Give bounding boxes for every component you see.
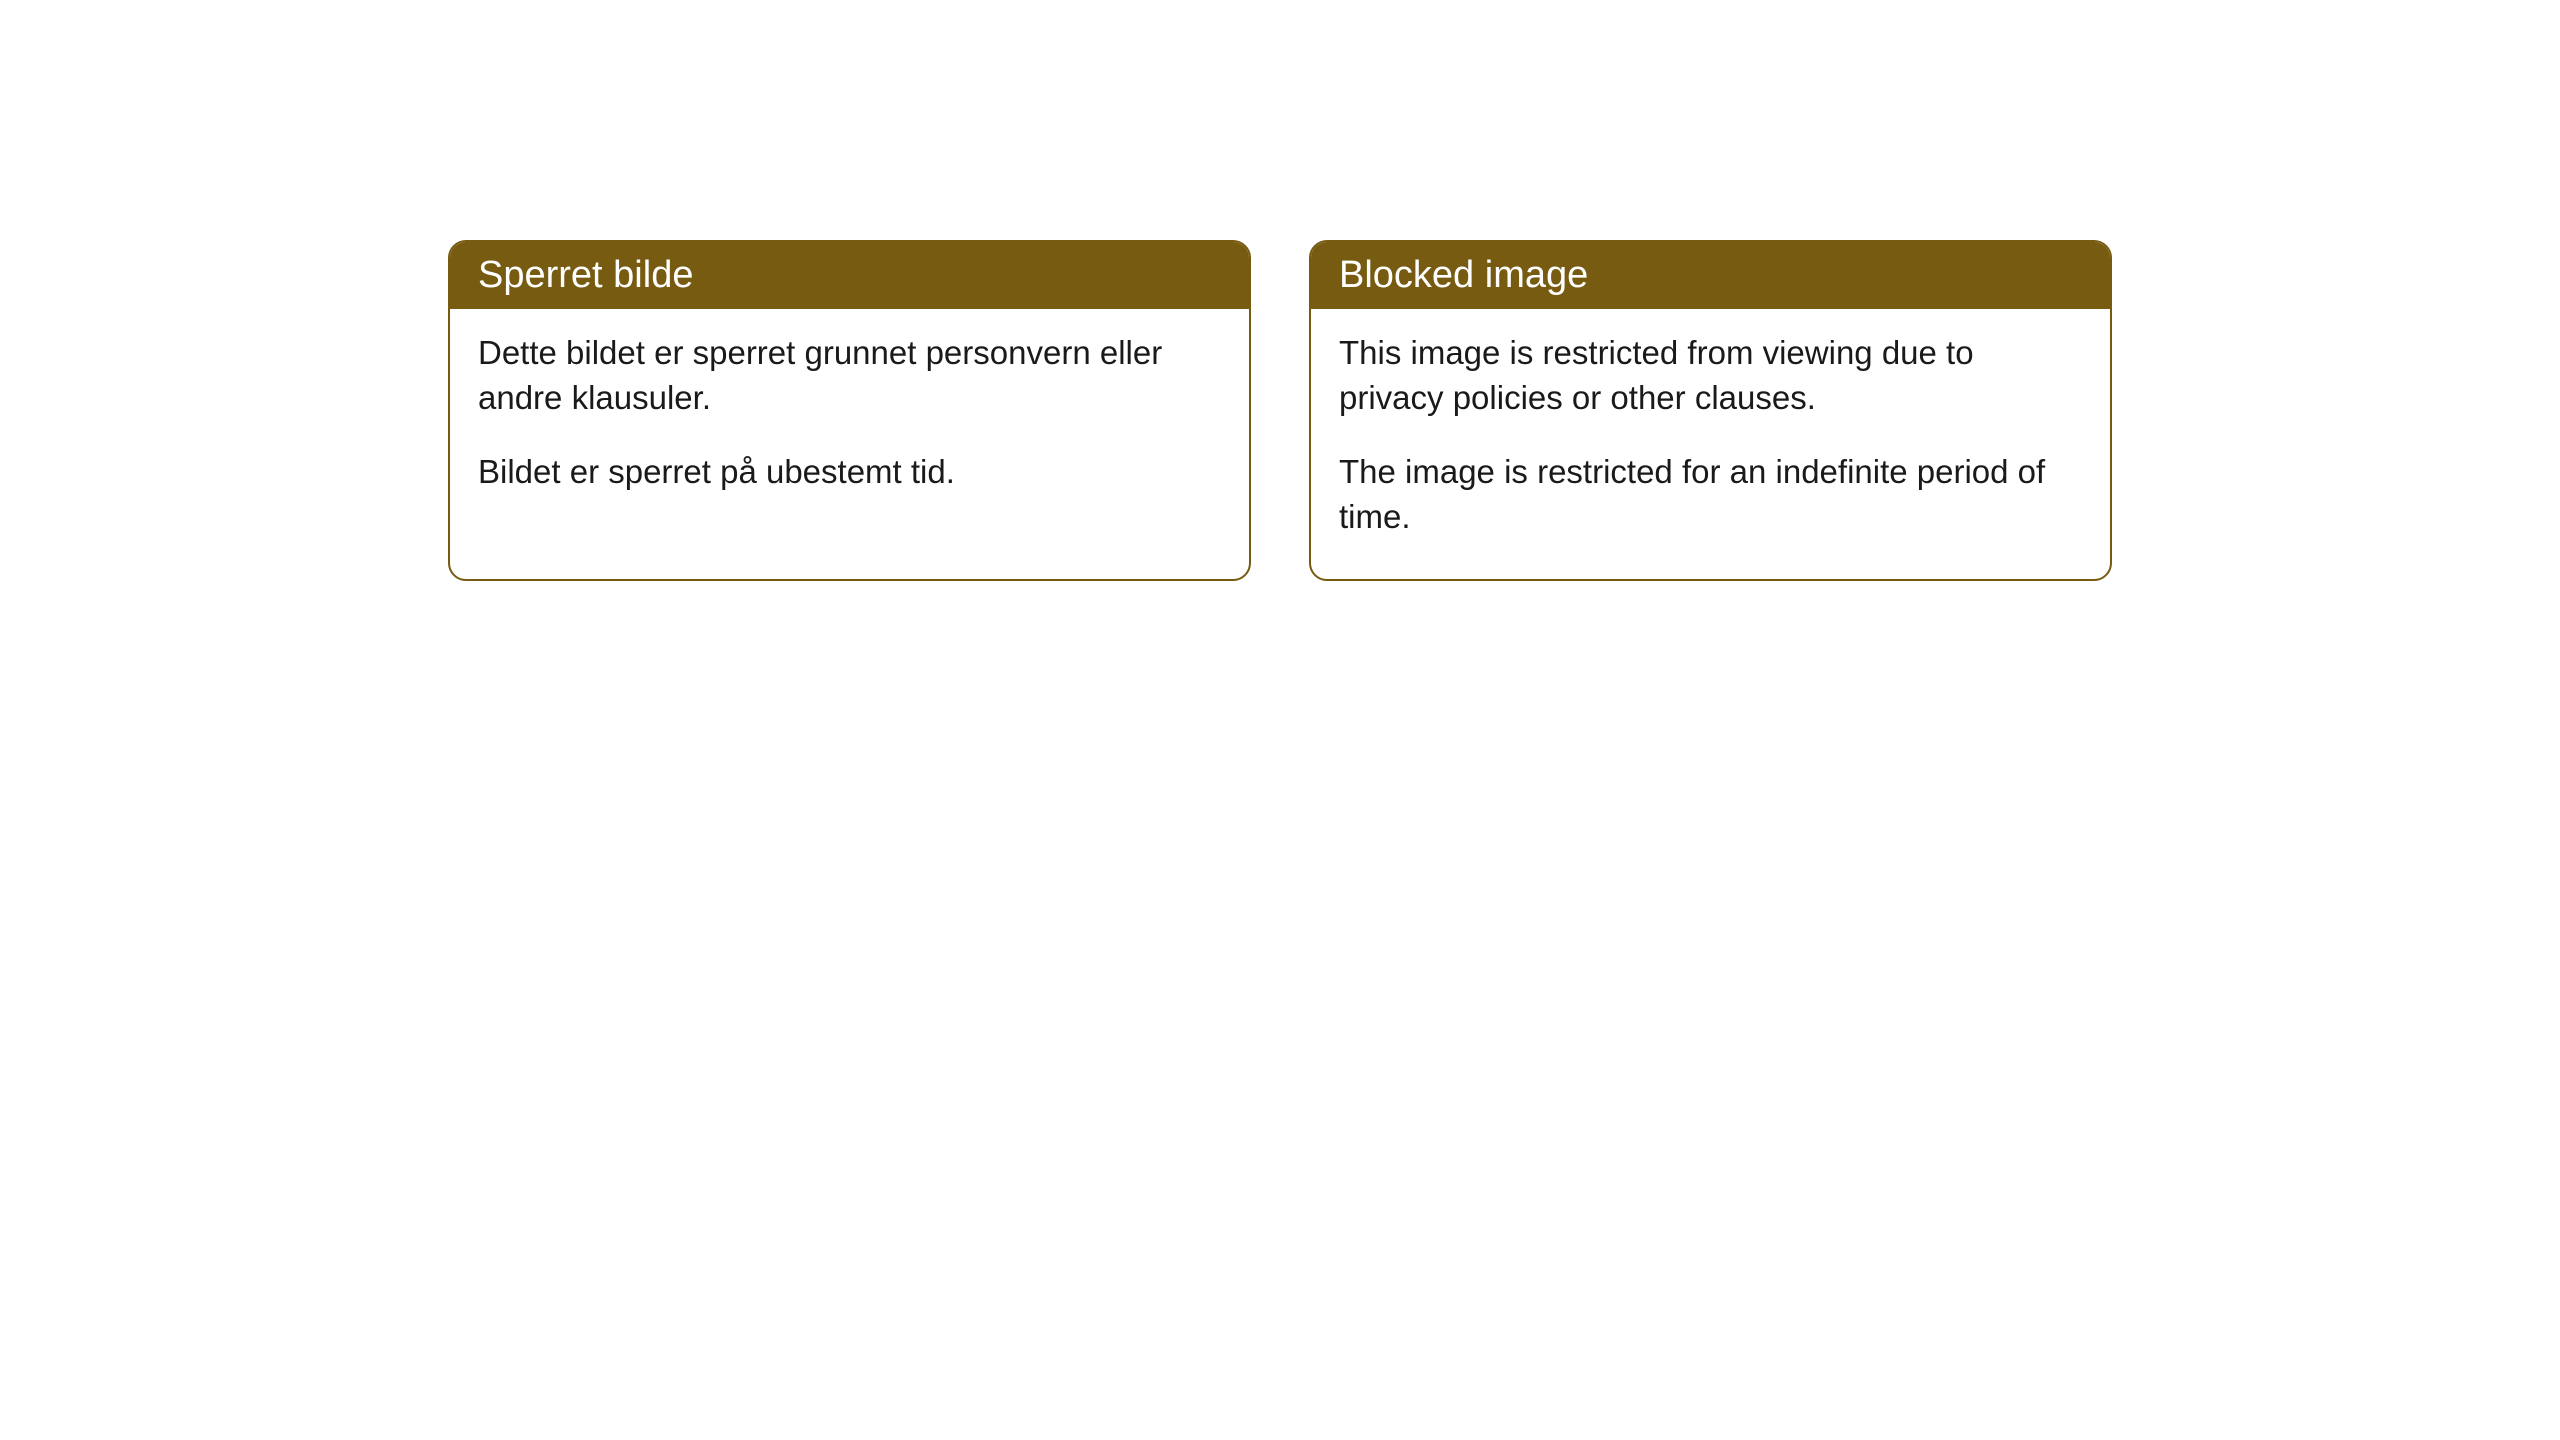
card-header: Sperret bilde <box>450 242 1249 309</box>
card-body: This image is restricted from viewing du… <box>1311 309 2110 579</box>
card-paragraph: Dette bildet er sperret grunnet personve… <box>478 331 1221 420</box>
card-title: Blocked image <box>1339 254 1588 296</box>
notice-cards-container: Sperret bilde Dette bildet er sperret gr… <box>448 240 2112 581</box>
blocked-image-card-english: Blocked image This image is restricted f… <box>1309 240 2112 581</box>
card-body: Dette bildet er sperret grunnet personve… <box>450 309 1249 535</box>
card-paragraph: The image is restricted for an indefinit… <box>1339 450 2082 539</box>
blocked-image-card-norwegian: Sperret bilde Dette bildet er sperret gr… <box>448 240 1251 581</box>
card-paragraph: This image is restricted from viewing du… <box>1339 331 2082 420</box>
card-header: Blocked image <box>1311 242 2110 309</box>
card-paragraph: Bildet er sperret på ubestemt tid. <box>478 450 1221 495</box>
card-title: Sperret bilde <box>478 254 693 296</box>
